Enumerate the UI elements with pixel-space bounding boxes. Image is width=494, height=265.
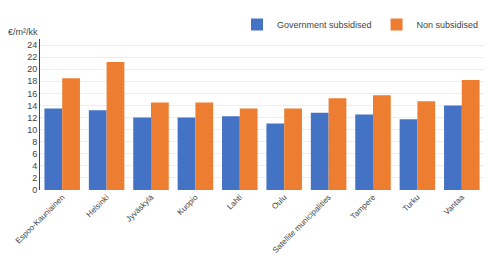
svg-text:Espoo-Kauniainen: Espoo-Kauniainen: [14, 193, 67, 246]
svg-text:Vantaa: Vantaa: [442, 192, 466, 216]
svg-text:Non subsidised: Non subsidised: [417, 20, 479, 30]
svg-text:6: 6: [32, 149, 37, 159]
svg-text:10: 10: [27, 125, 37, 135]
svg-text:€/m²/kk: €/m²/kk: [8, 27, 38, 37]
svg-text:16: 16: [27, 89, 37, 99]
svg-text:Kuopio: Kuopio: [176, 192, 200, 216]
svg-text:20: 20: [27, 64, 37, 74]
svg-text:18: 18: [27, 76, 37, 86]
svg-text:Helsinki: Helsinki: [85, 193, 111, 219]
svg-text:12: 12: [27, 113, 37, 123]
svg-text:Turku: Turku: [401, 193, 422, 214]
svg-text:Tampere: Tampere: [349, 192, 378, 221]
svg-text:24: 24: [27, 40, 37, 50]
svg-text:Oulu: Oulu: [270, 193, 288, 211]
svg-text:2: 2: [32, 173, 37, 183]
svg-text:Lahti: Lahti: [225, 193, 244, 212]
svg-text:4: 4: [32, 161, 37, 171]
svg-text:Government subsidised: Government subsidised: [277, 20, 372, 30]
svg-text:Jyväskylä: Jyväskylä: [124, 192, 155, 223]
svg-text:8: 8: [32, 137, 37, 147]
svg-text:22: 22: [27, 52, 37, 62]
svg-text:14: 14: [27, 101, 37, 111]
svg-text:Satellite municipalities: Satellite municipalities: [271, 193, 333, 255]
svg-text:0: 0: [32, 185, 37, 195]
